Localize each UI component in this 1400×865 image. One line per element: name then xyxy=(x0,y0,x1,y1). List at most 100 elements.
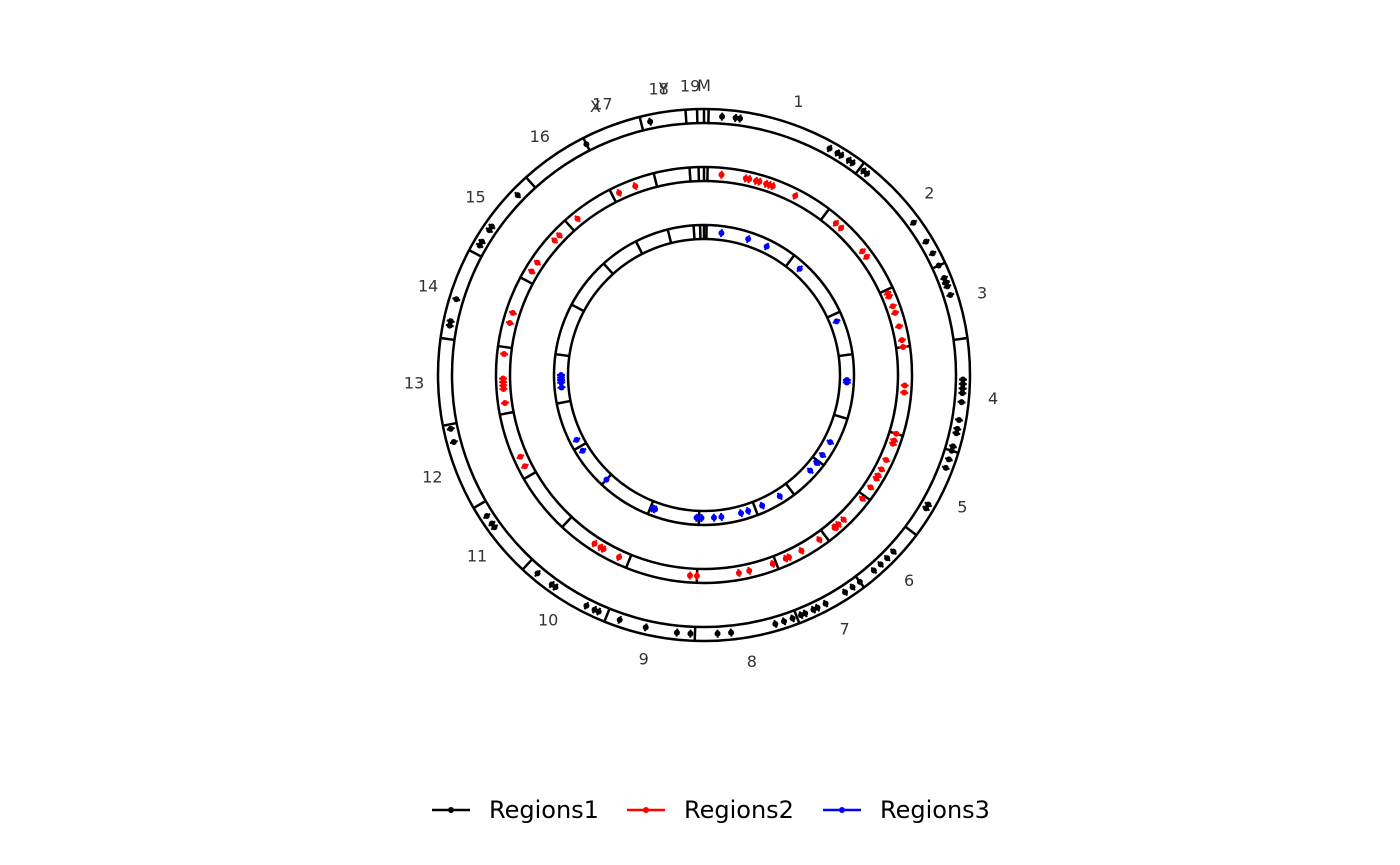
region-mark-point xyxy=(501,399,508,406)
region-mark-point xyxy=(534,570,541,577)
regions2-region-mark xyxy=(862,253,871,261)
region-mark-point xyxy=(859,248,866,255)
region-mark-point xyxy=(509,309,516,316)
regions2-region-mark xyxy=(900,389,909,396)
chromosome-label-x: X xyxy=(590,97,601,116)
regions2-region-mark xyxy=(888,440,897,447)
regions1-region-mark xyxy=(944,456,953,463)
regions3-region-mark xyxy=(763,242,770,251)
regions1-region-mark xyxy=(863,169,871,178)
region-mark-point xyxy=(893,430,900,437)
region-mark-point xyxy=(718,171,725,178)
chromosome-label-19: 19 xyxy=(680,76,700,95)
region-mark-point xyxy=(958,399,965,406)
region-mark-point xyxy=(859,495,866,502)
regions1-region-mark xyxy=(583,140,590,149)
regions3-region-mark xyxy=(796,265,804,273)
region-marks xyxy=(445,112,967,638)
regions3-region-mark xyxy=(718,228,725,238)
region-mark-point xyxy=(798,547,805,554)
regions3-region-mark xyxy=(557,372,565,378)
regions1-region-mark xyxy=(728,628,735,637)
regions2-region-mark xyxy=(831,524,838,532)
regions2-region-mark xyxy=(756,177,763,186)
region-mark-point xyxy=(514,192,521,199)
regions3-region-mark xyxy=(649,504,656,513)
region-mark-point xyxy=(746,567,753,574)
inner-chromosome-boundary xyxy=(784,482,796,496)
regions3-region-mark xyxy=(818,451,827,459)
regions1-region-mark xyxy=(952,430,961,437)
regions3-region-mark xyxy=(759,501,766,510)
region-mark-point xyxy=(769,183,776,190)
region-mark-point xyxy=(896,323,903,330)
region-mark-point xyxy=(548,581,555,588)
region-mark-point xyxy=(819,451,826,458)
region-mark-point xyxy=(632,183,639,190)
region-mark-point xyxy=(746,176,753,183)
legend-swatch-point xyxy=(839,807,845,813)
regions2-region-mark xyxy=(792,191,799,200)
region-mark-point xyxy=(796,265,803,272)
region-mark-point xyxy=(573,436,580,443)
inner-chromosome-boundary xyxy=(826,310,841,319)
middle-chromosome-boundary xyxy=(772,555,780,570)
outer-chromosome-boundary xyxy=(521,558,534,571)
outer-chromosome-boundary xyxy=(442,421,457,427)
regions1-region-mark xyxy=(647,117,654,126)
region-mark-point xyxy=(826,145,833,152)
middle-chromosome-boundary xyxy=(561,516,573,528)
middle-chromosome-boundary xyxy=(519,276,534,286)
regions2-region-mark xyxy=(500,399,510,406)
regions2-region-mark xyxy=(718,170,725,179)
regions2-region-mark xyxy=(891,309,900,316)
region-mark-point xyxy=(687,630,694,637)
regions1-region-mark xyxy=(870,566,878,575)
regions1-region-mark xyxy=(482,513,491,520)
region-mark-point xyxy=(781,618,788,625)
legend-label: Regions2 xyxy=(684,796,794,824)
region-mark-point xyxy=(923,238,930,245)
regions1-region-mark xyxy=(838,151,845,160)
region-mark-point xyxy=(923,505,930,512)
region-mark-point xyxy=(738,510,745,517)
inner-chromosome-boundary xyxy=(634,240,644,255)
region-mark-point xyxy=(959,385,966,392)
regions1-region-mark xyxy=(856,578,864,586)
inner-chromosome-boundary xyxy=(573,441,587,452)
regions2-region-mark xyxy=(894,323,904,330)
region-mark-point xyxy=(558,372,564,378)
regions3-region-mark xyxy=(812,459,821,467)
regions1-region-mark xyxy=(889,548,898,556)
region-mark-point xyxy=(450,439,457,446)
region-mark-point xyxy=(877,561,884,568)
region-mark-point xyxy=(831,524,838,531)
region-mark-point xyxy=(616,554,623,561)
regions1-region-mark xyxy=(548,580,555,589)
region-mark-point xyxy=(832,220,839,227)
region-mark-point xyxy=(929,250,936,257)
regions1-region-mark xyxy=(934,262,943,269)
regions1-region-mark xyxy=(883,554,891,562)
inner-chromosome-boundary xyxy=(570,303,585,313)
regions3-region-mark xyxy=(832,318,841,325)
regions2-region-mark xyxy=(632,182,639,191)
region-mark-point xyxy=(574,215,581,222)
chromosome-label-15: 15 xyxy=(465,187,485,206)
regions3-region-mark xyxy=(710,513,717,522)
region-mark-point xyxy=(521,463,528,470)
region-mark-point xyxy=(642,624,649,631)
region-mark-point xyxy=(822,600,829,607)
region-mark-point xyxy=(693,514,700,521)
legend-item-regions2: Regions2 xyxy=(627,796,794,824)
regions1-region-mark xyxy=(958,376,967,383)
region-mark-point xyxy=(843,379,850,386)
region-mark-point xyxy=(889,440,896,447)
region-mark-point xyxy=(827,439,834,446)
regions1-region-mark xyxy=(616,615,623,624)
regions1-region-mark xyxy=(922,505,930,512)
region-mark-point xyxy=(447,425,454,432)
regions1-region-mark xyxy=(877,560,885,569)
region-mark-point xyxy=(558,384,565,391)
